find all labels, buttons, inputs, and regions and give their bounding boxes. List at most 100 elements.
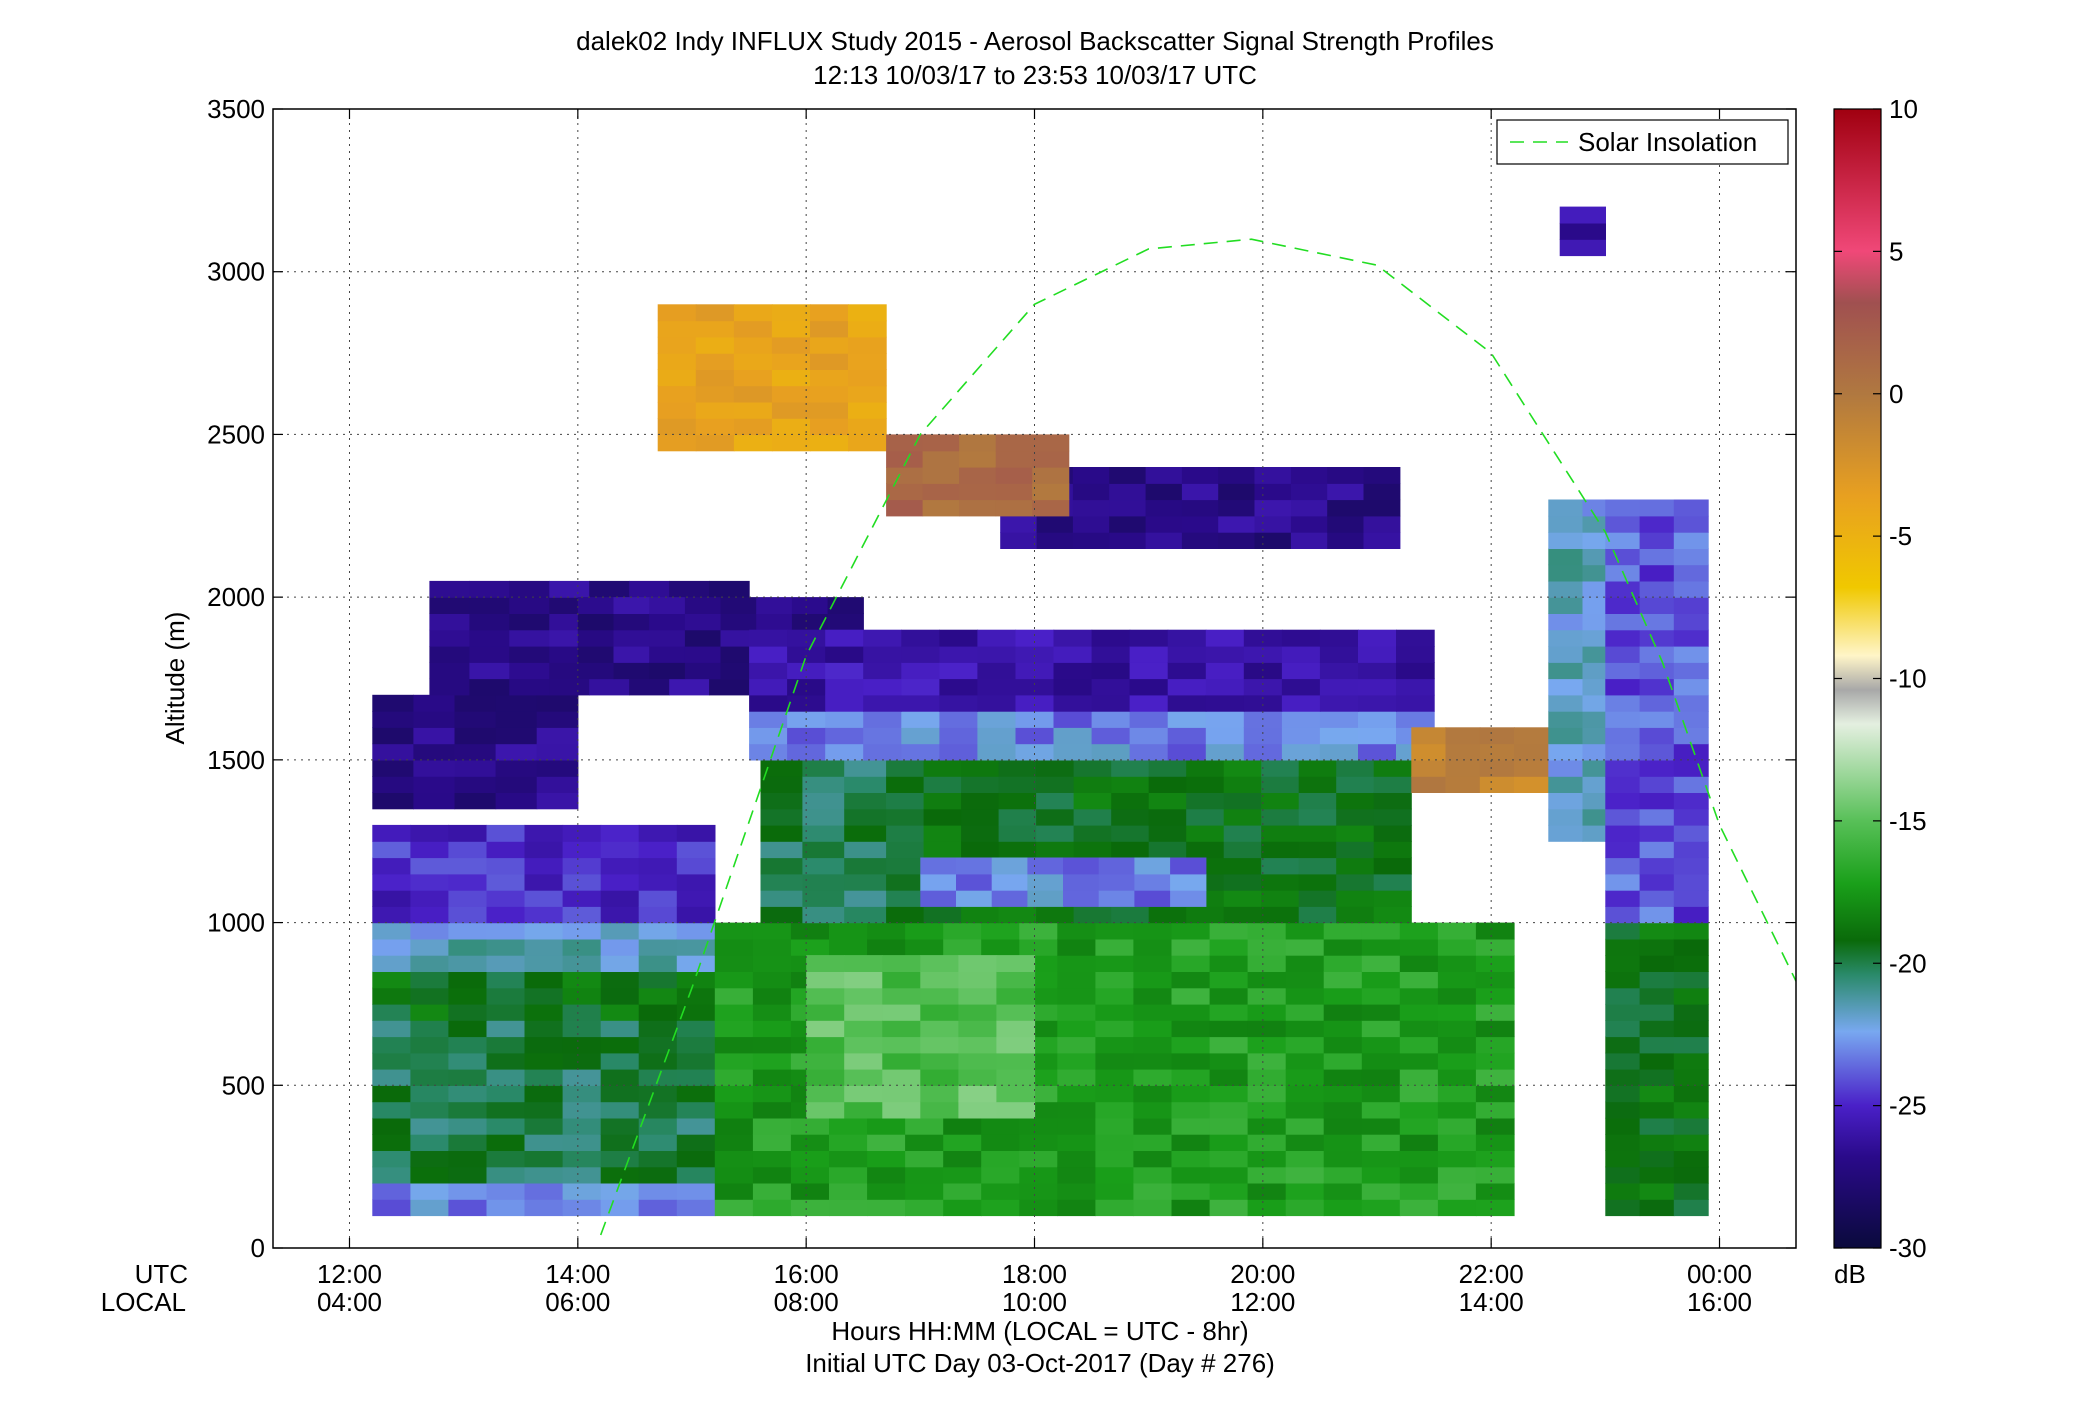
backscatter-cell bbox=[901, 694, 940, 712]
backscatter-cell bbox=[676, 1101, 716, 1119]
colorbar-ticks: 10 5 0 -5 -10 -15 -20 -25 -30 bbox=[1834, 94, 1927, 1263]
backscatter-cell bbox=[1639, 1182, 1675, 1200]
backscatter-cell bbox=[886, 890, 925, 907]
backscatter-cell bbox=[638, 1199, 678, 1217]
backscatter-cell bbox=[600, 1182, 640, 1200]
backscatter-cell bbox=[1373, 873, 1412, 891]
backscatter-cell bbox=[562, 1020, 602, 1038]
backscatter-cell bbox=[1148, 808, 1187, 826]
backscatter-cell bbox=[1095, 955, 1135, 972]
x-row-label-utc: UTC bbox=[135, 1259, 188, 1289]
backscatter-cell bbox=[1319, 743, 1359, 761]
backscatter-cell bbox=[600, 1166, 640, 1184]
backscatter-cell bbox=[1057, 1069, 1096, 1086]
backscatter-cell bbox=[943, 1182, 982, 1200]
backscatter-cell bbox=[549, 580, 590, 598]
backscatter-cell bbox=[959, 434, 997, 452]
backscatter-cell bbox=[1129, 711, 1169, 728]
backscatter-cell bbox=[638, 1134, 678, 1151]
backscatter-cell bbox=[1673, 564, 1709, 582]
backscatter-cell bbox=[1133, 987, 1173, 1005]
backscatter-cell bbox=[1133, 1036, 1173, 1054]
backscatter-cell bbox=[1209, 922, 1249, 940]
backscatter-cell bbox=[923, 824, 962, 842]
backscatter-cell bbox=[410, 873, 450, 891]
backscatter-cell bbox=[486, 1052, 526, 1070]
backscatter-cell bbox=[448, 857, 488, 875]
backscatter-cell bbox=[1605, 532, 1641, 549]
backscatter-cell bbox=[1036, 906, 1075, 924]
backscatter-cell bbox=[714, 1150, 754, 1168]
backscatter-cell bbox=[905, 1199, 944, 1217]
backscatter-cell bbox=[1639, 1085, 1675, 1103]
backscatter-cell bbox=[1281, 727, 1321, 745]
backscatter-cell bbox=[882, 987, 921, 1005]
backscatter-cell bbox=[495, 759, 538, 777]
backscatter-cell bbox=[920, 1085, 959, 1103]
backscatter-cell bbox=[1036, 792, 1075, 810]
backscatter-cell bbox=[1171, 1134, 1211, 1151]
backscatter-cell bbox=[920, 1052, 959, 1070]
backscatter-cell bbox=[413, 727, 456, 745]
backscatter-cell bbox=[1133, 922, 1173, 940]
backscatter-cell bbox=[1475, 971, 1515, 989]
backscatter-cell bbox=[469, 613, 510, 631]
y-tick-label: 2000 bbox=[207, 582, 265, 612]
backscatter-cell bbox=[1559, 222, 1606, 240]
backscatter-cell bbox=[1605, 841, 1641, 859]
backscatter-cell bbox=[1063, 857, 1100, 875]
backscatter-cell bbox=[958, 1003, 998, 1021]
backscatter-cell bbox=[1036, 532, 1074, 549]
backscatter-cell bbox=[829, 1166, 868, 1184]
backscatter-cell bbox=[1247, 1020, 1287, 1038]
backscatter-cell bbox=[372, 743, 414, 761]
backscatter-cell bbox=[410, 1036, 450, 1054]
backscatter-cell bbox=[995, 499, 1033, 517]
backscatter-cell bbox=[629, 678, 670, 696]
backscatter-cell bbox=[1605, 727, 1641, 745]
backscatter-cell bbox=[1639, 1020, 1675, 1038]
backscatter-cell bbox=[886, 434, 924, 452]
backscatter-cell bbox=[562, 1003, 602, 1021]
backscatter-cell bbox=[1319, 694, 1359, 712]
x-tick-label-local: 04:00 bbox=[317, 1287, 382, 1317]
backscatter-cell bbox=[720, 662, 757, 680]
backscatter-cell bbox=[923, 841, 962, 859]
backscatter-cell bbox=[991, 857, 1028, 875]
backscatter-cell bbox=[1019, 922, 1058, 940]
backscatter-cell bbox=[1399, 955, 1439, 972]
x-axis-ticks: 12:0004:0014:0006:0016:0008:0018:0010:00… bbox=[317, 109, 1752, 1317]
backscatter-cell bbox=[1361, 1134, 1401, 1151]
backscatter-cell bbox=[1373, 759, 1412, 777]
backscatter-cell bbox=[1209, 1036, 1249, 1054]
backscatter-cell bbox=[448, 1134, 488, 1151]
backscatter-cell bbox=[1605, 1150, 1641, 1168]
backscatter-cell bbox=[1673, 1020, 1709, 1038]
backscatter-cell bbox=[714, 971, 754, 989]
backscatter-cell bbox=[714, 1036, 754, 1054]
backscatter-cell bbox=[1399, 1182, 1439, 1200]
backscatter-cell bbox=[676, 1182, 716, 1200]
backscatter-cell bbox=[1148, 824, 1187, 842]
backscatter-cell bbox=[657, 336, 697, 354]
backscatter-cell bbox=[1673, 1166, 1709, 1184]
y-axis-ticks: 0 500 1000 1500 2000 2500 3000 3500 bbox=[207, 94, 1796, 1263]
backscatter-cell bbox=[787, 694, 826, 712]
backscatter-cell bbox=[1209, 987, 1249, 1005]
backscatter-cell bbox=[372, 987, 411, 1005]
backscatter-cell bbox=[1171, 1199, 1211, 1217]
backscatter-cell bbox=[977, 727, 1017, 745]
backscatter-cell bbox=[1057, 922, 1096, 940]
backscatter-cell bbox=[372, 906, 411, 924]
backscatter-cell bbox=[1639, 613, 1675, 631]
backscatter-cell bbox=[959, 467, 997, 484]
backscatter-cell bbox=[562, 987, 602, 1005]
y-tick-label: 3000 bbox=[207, 257, 265, 287]
backscatter-cell bbox=[676, 841, 716, 859]
backscatter-cell bbox=[1247, 1052, 1287, 1070]
backscatter-cell bbox=[791, 613, 829, 631]
backscatter-cell bbox=[901, 678, 940, 696]
backscatter-cell bbox=[676, 1166, 716, 1184]
backscatter-cell bbox=[469, 646, 510, 663]
backscatter-cell bbox=[1639, 1199, 1675, 1217]
